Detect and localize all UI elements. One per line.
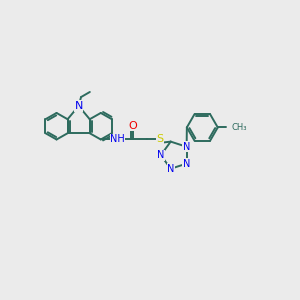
Text: N: N bbox=[157, 150, 164, 160]
Text: N: N bbox=[183, 142, 190, 152]
Text: S: S bbox=[157, 134, 164, 145]
Text: O: O bbox=[129, 121, 137, 131]
Text: N: N bbox=[167, 164, 174, 174]
Text: NH: NH bbox=[110, 134, 125, 145]
Text: N: N bbox=[183, 159, 190, 169]
Text: CH₃: CH₃ bbox=[231, 123, 247, 132]
Text: N: N bbox=[74, 101, 83, 111]
